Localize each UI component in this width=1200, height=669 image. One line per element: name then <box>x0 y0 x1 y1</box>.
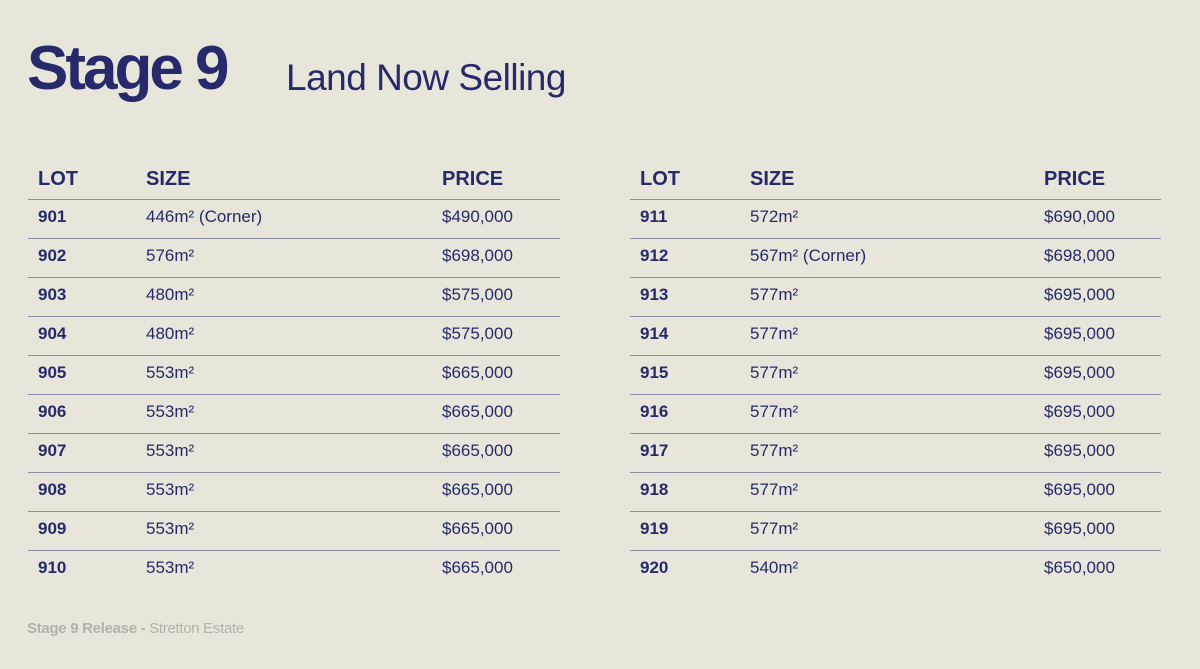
cell-lot: 912 <box>640 246 669 265</box>
cell-price: $695,000 <box>1044 285 1115 304</box>
cell-price: $575,000 <box>442 285 513 304</box>
column-header-lot: LOT <box>38 168 78 190</box>
cell-lot: 910 <box>38 558 67 577</box>
cell-price: $695,000 <box>1044 363 1115 382</box>
cell-price: $665,000 <box>442 363 513 382</box>
cell-price: $665,000 <box>442 558 513 577</box>
cell-lot: 901 <box>38 207 67 226</box>
cell-size: 446m² (Corner) <box>146 207 263 226</box>
footer-release: Stage 9 Release - <box>27 620 146 637</box>
table-row: 920 540m² $650,000 <box>630 551 1161 589</box>
column-header-size: SIZE <box>750 168 795 190</box>
cell-size: 553m² <box>146 441 195 460</box>
cell-lot: 903 <box>38 285 67 304</box>
table-row: 912 567m² (Corner) $698,000 <box>630 239 1161 278</box>
cell-price: $665,000 <box>442 441 513 460</box>
table-row: 901 446m² (Corner) $490,000 <box>28 200 560 239</box>
cell-lot: 913 <box>640 285 669 304</box>
cell-price: $695,000 <box>1044 441 1115 460</box>
cell-price: $695,000 <box>1044 480 1115 499</box>
cell-price: $575,000 <box>442 324 513 343</box>
table-row: 902 576m² $698,000 <box>28 239 560 278</box>
table-row: 907 553m² $665,000 <box>28 434 560 473</box>
table-row: 910 553m² $665,000 <box>28 551 560 589</box>
cell-lot: 908 <box>38 480 67 499</box>
table-header: LOT SIZE PRICE <box>630 160 1161 200</box>
cell-lot: 911 <box>640 207 668 226</box>
page-title: Stage 9 <box>27 34 230 103</box>
cell-lot: 916 <box>640 402 669 421</box>
cell-size: 567m² (Corner) <box>750 246 867 265</box>
page-subtitle: Land Now Selling <box>286 57 566 98</box>
table-row: 919 577m² $695,000 <box>630 512 1161 551</box>
cell-price: $695,000 <box>1044 402 1115 421</box>
table-header: LOT SIZE PRICE <box>28 160 560 200</box>
cell-lot: 904 <box>38 324 67 343</box>
cell-price: $490,000 <box>442 207 513 226</box>
cell-price: $690,000 <box>1044 207 1115 226</box>
table-row: 911 572m² $690,000 <box>630 200 1161 239</box>
cell-price: $665,000 <box>442 480 513 499</box>
cell-size: 577m² <box>750 480 799 499</box>
table-row: 913 577m² $695,000 <box>630 278 1161 317</box>
cell-price: $650,000 <box>1044 558 1115 577</box>
cell-lot: 905 <box>38 363 67 382</box>
footer: Stage 9 Release - Stretton Estate <box>27 620 244 637</box>
table-row: 918 577m² $695,000 <box>630 473 1161 512</box>
column-header-price: PRICE <box>442 168 504 190</box>
cell-size: 553m² <box>146 519 195 538</box>
cell-size: 553m² <box>146 480 195 499</box>
cell-price: $698,000 <box>1044 246 1115 265</box>
cell-lot: 918 <box>640 480 669 499</box>
cell-size: 577m² <box>750 402 799 421</box>
cell-lot: 909 <box>38 519 67 538</box>
cell-price: $695,000 <box>1044 519 1115 538</box>
cell-lot: 915 <box>640 363 669 382</box>
cell-price: $695,000 <box>1044 324 1115 343</box>
cell-size: 577m² <box>750 441 799 460</box>
cell-size: 577m² <box>750 324 799 343</box>
table-row: 909 553m² $665,000 <box>28 512 560 551</box>
column-header-lot: LOT <box>640 168 680 190</box>
lots-table-right: LOT SIZE PRICE 911 572m² $690,000 912 567m² (Co… <box>630 160 1161 589</box>
cell-size: 553m² <box>146 402 195 421</box>
cell-lot: 906 <box>38 402 67 421</box>
table-row: 905 553m² $665,000 <box>28 356 560 395</box>
cell-price: $665,000 <box>442 519 513 538</box>
footer-estate: Stretton Estate <box>145 620 244 637</box>
table-row: 915 577m² $695,000 <box>630 356 1161 395</box>
cell-size: 553m² <box>146 363 195 382</box>
cell-lot: 917 <box>640 441 669 460</box>
cell-size: 572m² <box>750 207 799 226</box>
cell-price: $698,000 <box>442 246 513 265</box>
cell-size: 480m² <box>146 324 195 343</box>
cell-price: $665,000 <box>442 402 513 421</box>
cell-lot: 902 <box>38 246 67 265</box>
table-row: 906 553m² $665,000 <box>28 395 560 434</box>
cell-size: 540m² <box>750 558 799 577</box>
cell-size: 576m² <box>146 246 195 265</box>
cell-size: 553m² <box>146 558 195 577</box>
cell-size: 480m² <box>146 285 195 304</box>
cell-lot: 920 <box>640 558 669 577</box>
cell-lot: 907 <box>38 441 67 460</box>
lots-table-left: LOT SIZE PRICE 901 446m² (Corner) $490,000 902… <box>28 160 560 589</box>
table-row: 916 577m² $695,000 <box>630 395 1161 434</box>
cell-size: 577m² <box>750 285 799 304</box>
column-header-size: SIZE <box>146 168 191 190</box>
table-row: 903 480m² $575,000 <box>28 278 560 317</box>
table-row: 904 480m² $575,000 <box>28 317 560 356</box>
cell-lot: 914 <box>640 324 669 343</box>
table-row: 908 553m² $665,000 <box>28 473 560 512</box>
cell-size: 577m² <box>750 363 799 382</box>
table-row: 917 577m² $695,000 <box>630 434 1161 473</box>
table-row: 914 577m² $695,000 <box>630 317 1161 356</box>
column-header-price: PRICE <box>1044 168 1106 190</box>
cell-lot: 919 <box>640 519 669 538</box>
cell-size: 577m² <box>750 519 799 538</box>
